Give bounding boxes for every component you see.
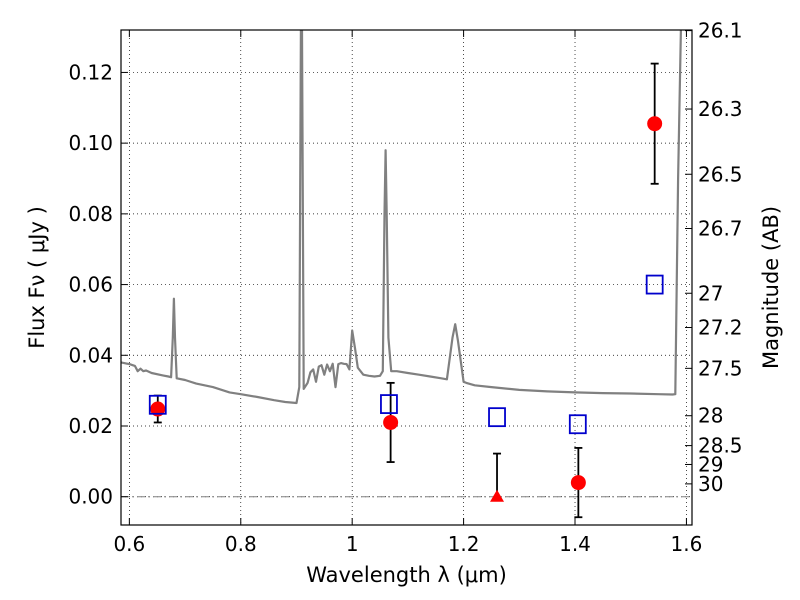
right-tick-label: 26.3 (698, 97, 743, 121)
grid (121, 30, 692, 525)
measured-flux-point (150, 401, 166, 417)
right-tick-label: 26.7 (698, 217, 743, 241)
x-tick-label: 1.2 (448, 532, 480, 556)
y-tick-label: 0.08 (68, 202, 113, 226)
right-tick-label: 26.5 (698, 162, 743, 186)
model-flux-square (568, 414, 587, 435)
x-tick-label: 0.6 (113, 532, 145, 556)
right-axis-label: Magnitude (AB) (759, 206, 783, 369)
model-flux-square (148, 394, 167, 415)
right-tick-label: 29 (698, 452, 723, 476)
right-tick-label: 26.1 (698, 19, 743, 43)
measured-flux-point (570, 475, 586, 491)
y-tick-label: 0.00 (68, 485, 113, 509)
right-tick-label: 28.5 (698, 434, 743, 458)
y-tick-label: 0.06 (68, 273, 113, 297)
plot-data (121, 30, 692, 519)
plot-area (121, 30, 692, 519)
right-tick-label: 27.5 (698, 356, 743, 380)
measured-flux-point (647, 116, 663, 132)
right-tick-label: 27 (698, 281, 723, 305)
y-tick-label: 0.10 (68, 131, 113, 155)
right-tick-label: 28 (698, 404, 723, 428)
model-flux-square (488, 407, 506, 428)
x-tick-label: 1.6 (671, 532, 703, 556)
model-flux-square (645, 274, 664, 295)
x-tick-label: 1.4 (559, 532, 591, 556)
right-tick-label: 30 (698, 472, 723, 496)
axes-frame (120, 29, 693, 526)
right-tick-label: 27.2 (698, 315, 743, 339)
model-spectrum-line (121, 30, 682, 405)
measured-flux-point (383, 414, 399, 430)
y-axis-label: Flux Fν ( μJy ) (25, 206, 49, 349)
x-tick-label: 0.8 (225, 532, 257, 556)
upper-limit-marker (490, 489, 505, 502)
y-tick-label: 0.02 (68, 414, 113, 438)
x-tick-label: 1 (346, 532, 359, 556)
model-flux-square (380, 394, 398, 414)
x-axis-label: Wavelength λ (μm) (306, 563, 507, 587)
ticks: 0.6 0.8 1 1.2 1.4 1.6 0.00 0.02 0.04 0.06 0.08 0.10… (68, 19, 742, 556)
y-tick-label: 0.12 (68, 60, 113, 84)
y-tick-label: 0.04 (68, 343, 113, 367)
